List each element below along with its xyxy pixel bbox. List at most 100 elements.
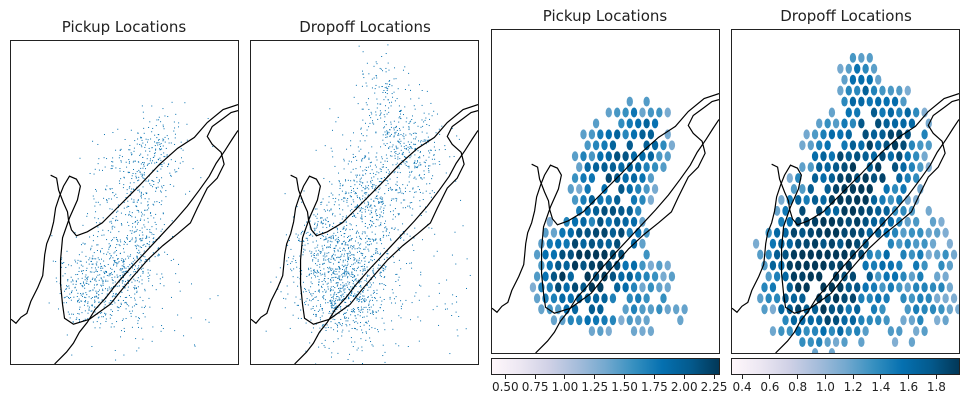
scatter-point: [414, 138, 416, 140]
hexbin-cell: [555, 282, 562, 293]
scatter-point: [141, 215, 143, 217]
scatter-point: [335, 245, 337, 247]
scatter-point: [75, 318, 77, 320]
hexbin-cell: [929, 282, 937, 293]
scatter-point: [177, 314, 179, 316]
scatter-point: [82, 265, 84, 267]
scatter-point: [333, 294, 335, 296]
hexbin-cell: [875, 271, 882, 282]
scatter-point: [166, 154, 168, 156]
hexbin-cell: [841, 118, 848, 129]
scatter-point: [376, 293, 378, 295]
scatter-point: [341, 243, 343, 245]
scatter-point: [70, 265, 72, 267]
scatter-point: [157, 254, 159, 256]
scatter-point: [379, 254, 381, 256]
hexbin-cell: [832, 162, 840, 173]
scatter-point: [316, 233, 318, 235]
scatter-point: [319, 304, 321, 306]
hexbin-cell: [875, 293, 882, 304]
hexbin-cell: [811, 326, 819, 337]
scatter-point: [152, 238, 154, 240]
scatter-point: [121, 282, 123, 284]
hexbin-cell: [870, 194, 878, 205]
scatter-point: [373, 270, 375, 272]
scatter-point: [355, 206, 357, 208]
hexbin-cell: [837, 326, 844, 337]
scatter-point: [334, 287, 336, 289]
scatter-point: [370, 117, 372, 119]
scatter-point: [350, 301, 352, 303]
scatter-point: [339, 213, 341, 215]
scatter-point: [95, 290, 97, 292]
scatter-point: [146, 259, 148, 261]
scatter-point: [97, 218, 99, 220]
scatter-point: [337, 250, 339, 252]
scatter-point: [168, 142, 170, 144]
scatter-point: [427, 168, 429, 170]
hexbin-cell: [832, 118, 840, 129]
scatter-point: [140, 137, 142, 139]
scatter-point: [92, 240, 94, 242]
scatter-point: [370, 259, 372, 261]
scatter-point: [360, 177, 362, 179]
scatter-point: [115, 216, 117, 218]
scatter-point: [351, 237, 353, 239]
scatter-point: [361, 185, 363, 187]
scatter-point: [316, 264, 318, 266]
scatter-point: [131, 306, 133, 308]
scatter-point: [96, 276, 98, 278]
scatter-point: [124, 297, 126, 299]
scatter-point: [108, 246, 110, 248]
scatter-point: [341, 253, 343, 255]
scatter-point: [361, 273, 363, 275]
scatter-point: [371, 113, 373, 115]
scatter-point: [135, 175, 137, 177]
scatter-point: [163, 156, 165, 158]
panel-1-title: Pickup Locations: [61, 18, 187, 36]
scatter-point: [315, 323, 317, 325]
scatter-point: [133, 147, 135, 149]
hexbin-cell: [799, 184, 806, 194]
scatter-point: [146, 243, 148, 245]
scatter-point: [371, 177, 373, 179]
scatter-point: [293, 255, 295, 257]
scatter-point: [433, 141, 435, 143]
scatter-point: [158, 179, 160, 181]
scatter-point: [337, 296, 339, 298]
scatter-point: [129, 264, 131, 266]
scatter-point: [367, 195, 369, 197]
scatter-point: [63, 302, 65, 304]
scatter-point: [125, 161, 127, 163]
scatter-point: [376, 311, 378, 313]
scatter-point: [404, 199, 406, 201]
scatter-point: [124, 286, 126, 288]
hexbin-cell: [664, 107, 671, 118]
scatter-point: [414, 121, 416, 123]
scatter-point: [140, 240, 142, 242]
hexbin-cell: [854, 304, 861, 315]
scatter-point: [327, 326, 329, 328]
scatter-point: [374, 197, 376, 199]
scatter-point: [361, 238, 363, 240]
scatter-point: [112, 239, 114, 241]
scatter-point: [122, 299, 124, 301]
scatter-point: [134, 287, 136, 289]
scatter-point: [407, 205, 409, 207]
scatter-point: [84, 276, 86, 278]
scatter-point: [350, 275, 352, 277]
scatter-point: [82, 293, 84, 295]
scatter-point: [131, 153, 133, 155]
hexbin-cell: [820, 326, 827, 337]
hexbin-cell: [938, 260, 945, 271]
scatter-point: [134, 241, 136, 243]
scatter-point: [123, 170, 125, 172]
hexbin-cell: [630, 194, 638, 205]
scatter-point: [333, 232, 335, 234]
scatter-point: [383, 267, 385, 269]
hexbin-cell: [929, 238, 937, 249]
scatter-point: [315, 215, 317, 217]
scatter-point: [373, 77, 375, 79]
scatter-point: [136, 292, 138, 294]
scatter-point: [353, 259, 355, 261]
